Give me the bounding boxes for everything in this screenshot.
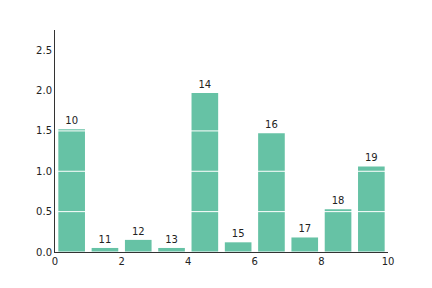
svg-text:19: 19 [365, 152, 378, 163]
svg-text:1.0: 1.0 [36, 166, 52, 177]
svg-text:1.5: 1.5 [36, 125, 52, 136]
svg-text:18: 18 [332, 195, 345, 206]
svg-text:2.0: 2.0 [36, 85, 52, 96]
svg-text:2.5: 2.5 [36, 45, 52, 56]
svg-text:6: 6 [252, 256, 258, 267]
svg-text:13: 13 [165, 234, 178, 245]
svg-text:15: 15 [232, 228, 245, 239]
svg-text:17: 17 [298, 223, 311, 234]
svg-text:14: 14 [198, 79, 211, 90]
svg-text:10: 10 [65, 115, 78, 126]
svg-text:16: 16 [265, 119, 278, 130]
svg-text:8: 8 [318, 256, 324, 267]
svg-text:11: 11 [99, 234, 112, 245]
svg-text:4: 4 [185, 256, 191, 267]
svg-text:12: 12 [132, 226, 145, 237]
svg-text:0.5: 0.5 [36, 206, 52, 217]
svg-text:0.0: 0.0 [36, 247, 52, 258]
svg-text:0: 0 [52, 256, 58, 267]
svg-text:10: 10 [382, 256, 395, 267]
svg-text:2: 2 [118, 256, 124, 267]
